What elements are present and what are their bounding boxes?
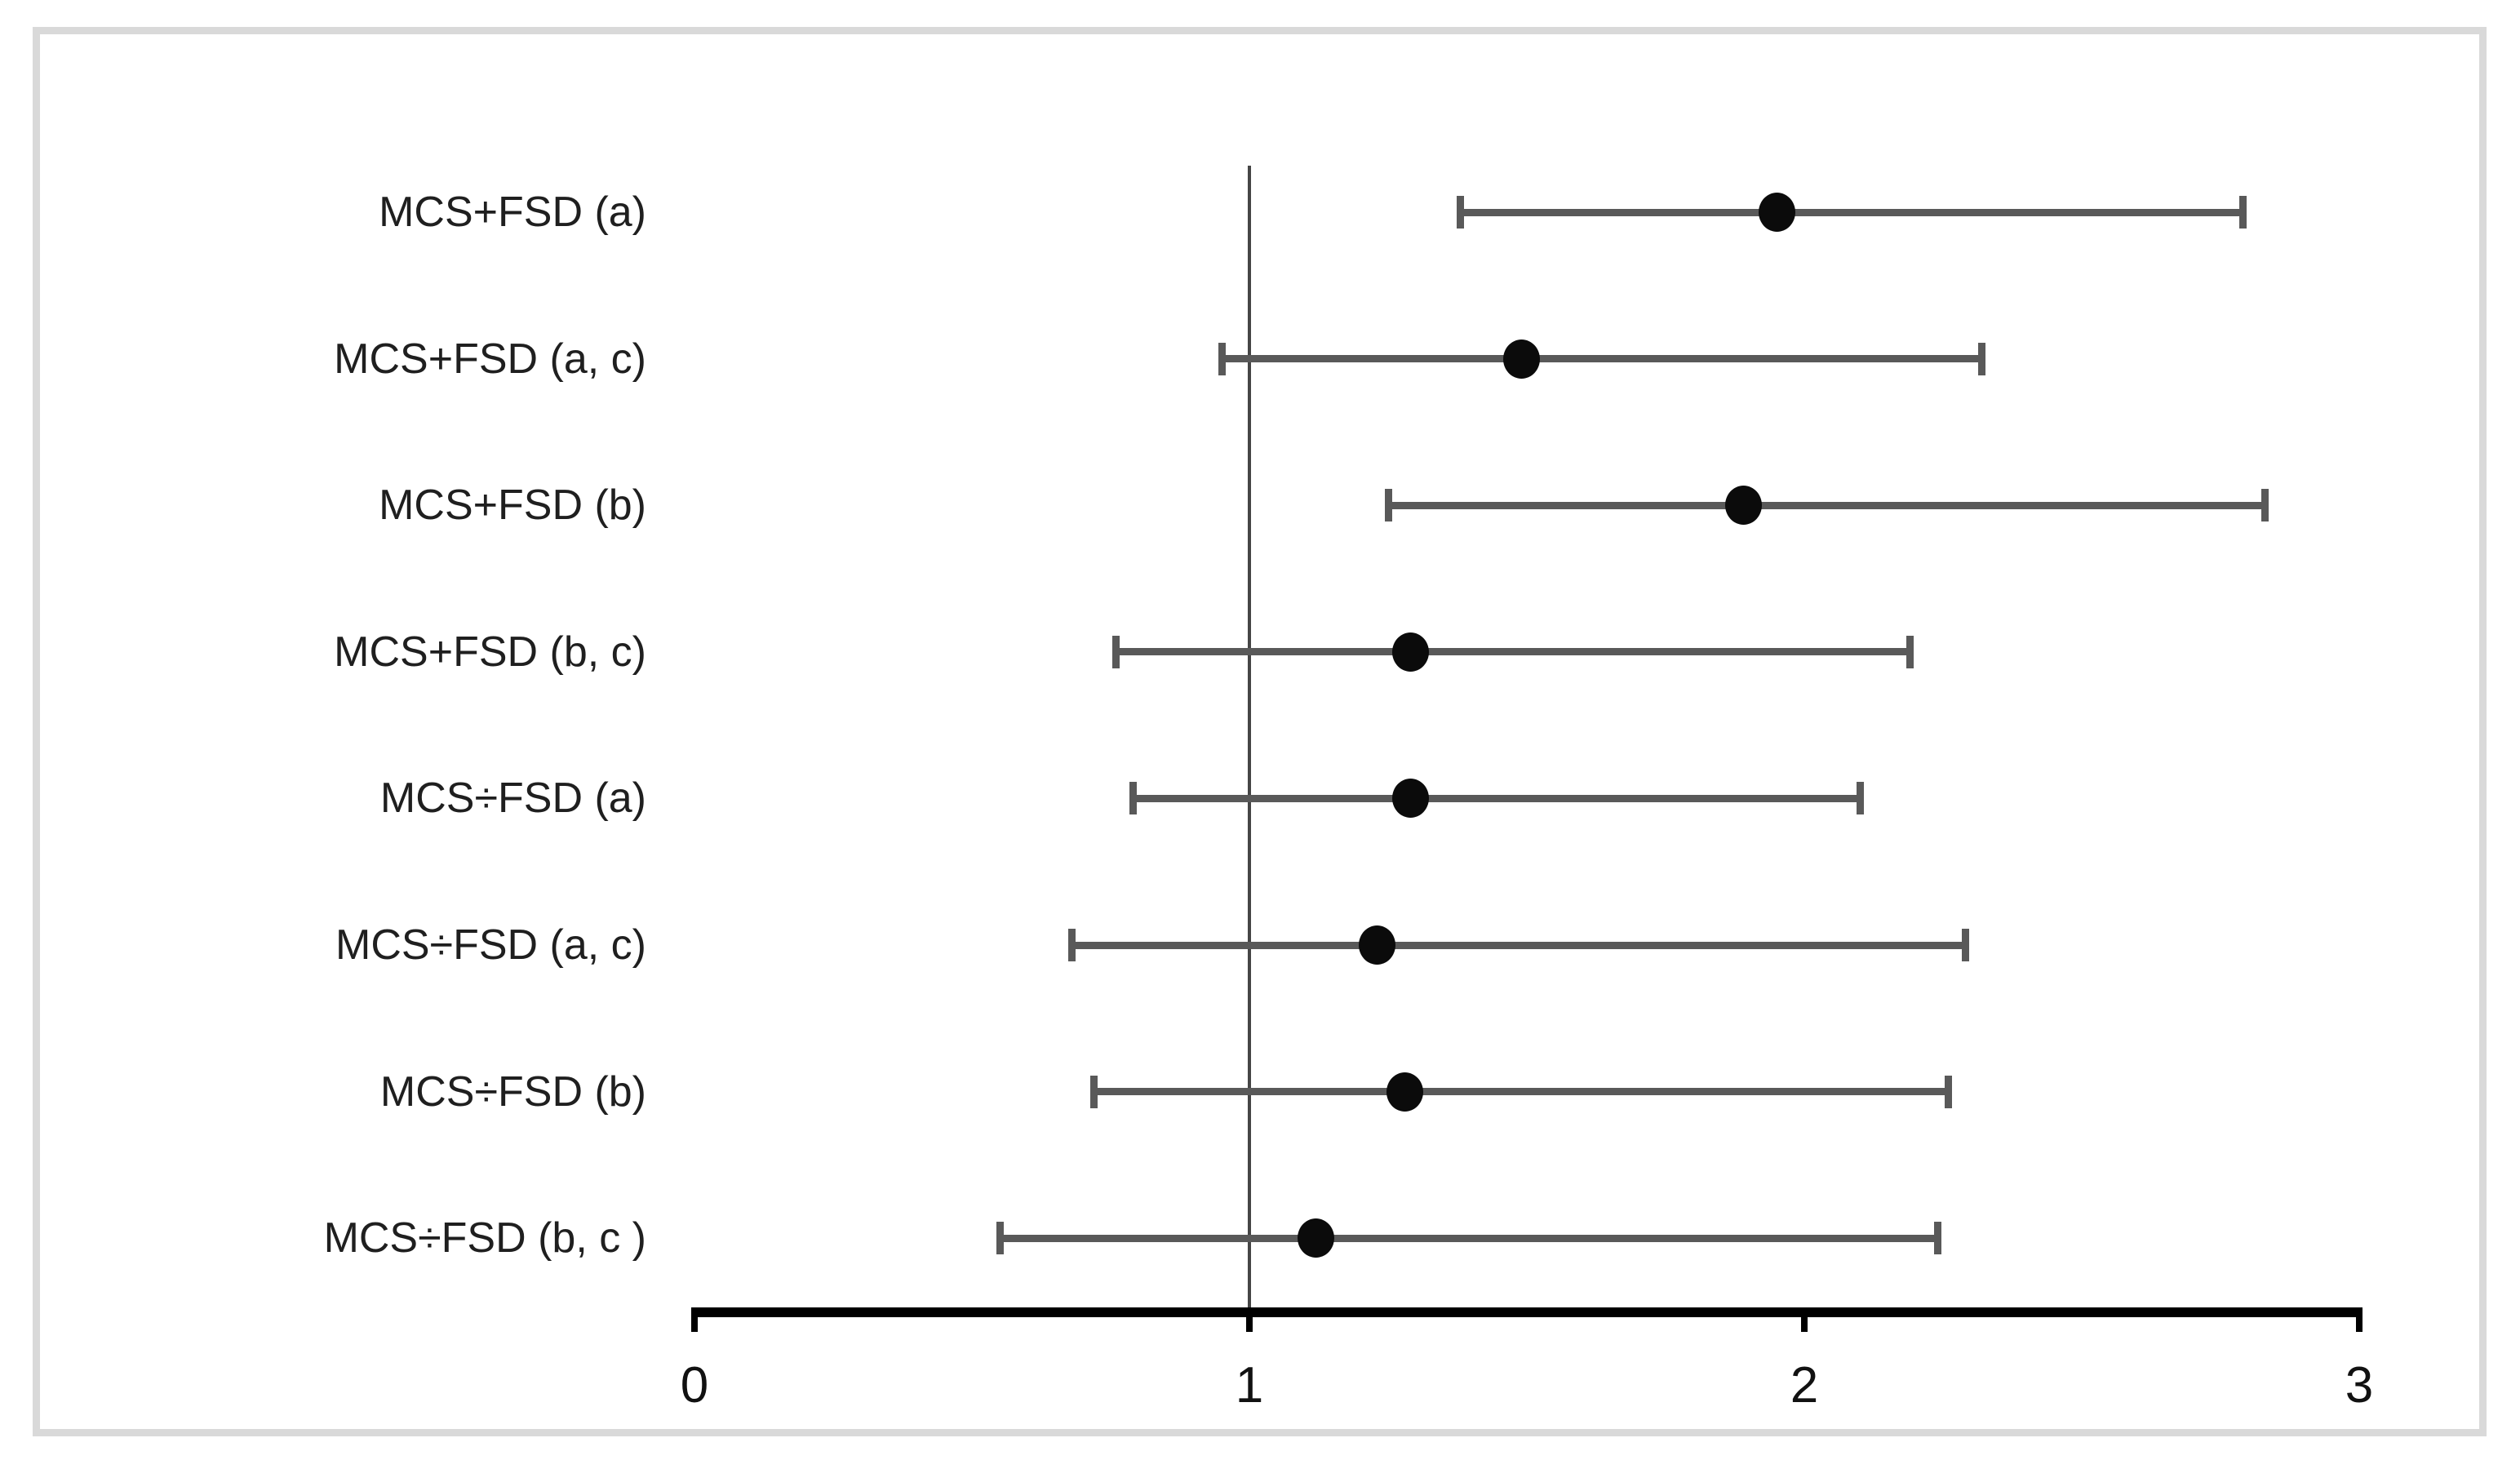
point-estimate-marker bbox=[1724, 486, 1762, 526]
point-estimate-marker bbox=[1391, 779, 1429, 819]
confidence-interval-bar bbox=[1094, 1088, 1949, 1096]
row-label: MCS÷FSD (b, c ) bbox=[323, 1214, 646, 1263]
ci-lower-cap bbox=[1090, 1075, 1098, 1108]
x-axis-tick-label: 2 bbox=[1790, 1357, 1819, 1414]
point-estimate-marker bbox=[1502, 339, 1540, 379]
ci-lower-cap bbox=[1112, 635, 1120, 668]
ci-lower-cap bbox=[1384, 489, 1392, 522]
x-axis-tick bbox=[691, 1307, 698, 1332]
point-estimate-marker bbox=[1298, 1218, 1335, 1258]
confidence-interval-bar bbox=[1388, 501, 2265, 509]
x-axis-tick-label: 1 bbox=[1235, 1357, 1264, 1414]
x-axis-tick bbox=[1246, 1307, 1253, 1332]
ci-lower-cap bbox=[1218, 342, 1226, 375]
x-axis-line bbox=[691, 1307, 2362, 1317]
row-label: MCS+FSD (b) bbox=[379, 482, 646, 530]
point-estimate-marker bbox=[1758, 193, 1795, 232]
row-label: MCS+FSD (b, c) bbox=[334, 628, 646, 676]
row-label: MCS+FSD (a, c) bbox=[334, 335, 646, 383]
x-axis-tick-label: 3 bbox=[2345, 1357, 2374, 1414]
figure-border bbox=[33, 27, 2487, 1436]
ci-lower-cap bbox=[1129, 782, 1137, 815]
x-axis-tick bbox=[1801, 1307, 1808, 1332]
ci-upper-cap bbox=[1856, 782, 1864, 815]
point-estimate-marker bbox=[1391, 632, 1429, 672]
confidence-interval-bar bbox=[1222, 355, 1982, 363]
row-label: MCS÷FSD (b) bbox=[379, 1067, 646, 1116]
ci-upper-cap bbox=[2260, 489, 2269, 522]
point-estimate-marker bbox=[1358, 925, 1395, 965]
row-label: MCS+FSD (a) bbox=[379, 189, 646, 236]
ci-lower-cap bbox=[996, 1222, 1004, 1255]
x-axis-tick bbox=[2356, 1307, 2362, 1332]
reference-line bbox=[1248, 166, 1251, 1307]
ci-upper-cap bbox=[1961, 929, 1969, 961]
ci-upper-cap bbox=[2238, 196, 2247, 229]
confidence-interval-bar bbox=[1133, 794, 1860, 802]
ci-lower-cap bbox=[1067, 929, 1076, 961]
confidence-interval-bar bbox=[1000, 1234, 1938, 1242]
ci-upper-cap bbox=[1945, 1075, 1953, 1108]
confidence-interval-bar bbox=[1116, 648, 1910, 656]
point-estimate-marker bbox=[1386, 1072, 1423, 1112]
confidence-interval-bar bbox=[1460, 208, 2243, 216]
row-label: MCS÷FSD (a) bbox=[379, 774, 646, 823]
confidence-interval-bar bbox=[1071, 941, 1966, 949]
ci-lower-cap bbox=[1456, 196, 1464, 229]
x-axis-tick-label: 0 bbox=[680, 1357, 709, 1414]
ci-upper-cap bbox=[1933, 1222, 1941, 1255]
ci-upper-cap bbox=[1978, 342, 1986, 375]
ci-upper-cap bbox=[1906, 635, 1914, 668]
row-label: MCS÷FSD (a, c) bbox=[335, 921, 646, 969]
